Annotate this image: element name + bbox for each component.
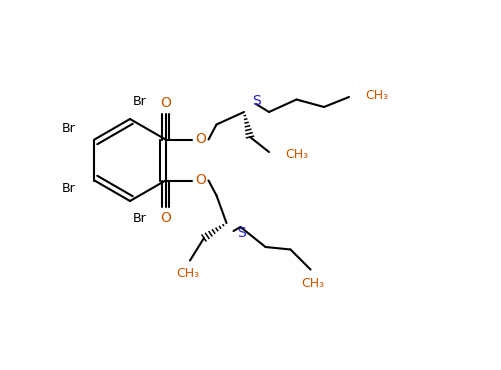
Text: CH₃: CH₃ <box>366 88 389 101</box>
Text: CH₃: CH₃ <box>176 267 199 280</box>
Text: O: O <box>160 211 171 225</box>
Text: O: O <box>195 131 206 145</box>
Text: Br: Br <box>132 95 146 108</box>
Text: CH₃: CH₃ <box>286 148 309 161</box>
Text: Br: Br <box>62 122 76 135</box>
Text: O: O <box>160 95 171 110</box>
Text: S: S <box>237 226 246 240</box>
Text: S: S <box>252 94 261 108</box>
Text: Br: Br <box>132 212 146 225</box>
Text: CH₃: CH₃ <box>302 277 325 290</box>
Text: O: O <box>195 172 206 186</box>
Text: Br: Br <box>62 182 76 195</box>
